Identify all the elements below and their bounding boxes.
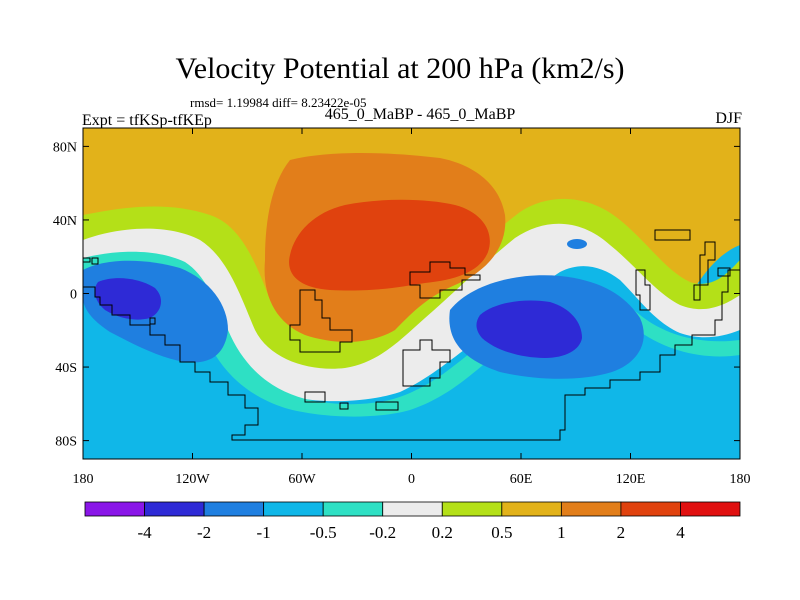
coastlines: [83, 229, 740, 441]
colorbar-label: -0.5: [310, 523, 337, 542]
colorbar-label: 4: [676, 523, 685, 542]
colorbar-label: 0.2: [432, 523, 453, 542]
latitude-axis: 80N 40N 0 40S 80S: [53, 140, 740, 450]
colorbar-label: -2: [197, 523, 211, 542]
colorbar-box: [441, 501, 503, 517]
lon-label: 60E: [510, 472, 533, 487]
lat-label: 40S: [55, 361, 77, 376]
lon-label: 120E: [616, 472, 646, 487]
colorbar-label: 2: [617, 523, 626, 542]
velocity-potential-field: [83, 128, 740, 459]
colorbar-label: 0.5: [491, 523, 512, 542]
colorbar-label: -0.2: [369, 523, 396, 542]
colorbar-label: 1: [557, 523, 566, 542]
colorbar-box: [680, 501, 741, 517]
colorbar-box: [382, 501, 443, 517]
colorbar-labels: -4 -2 -1 -0.5 -0.2 0.2 0.5 1 2 4: [137, 523, 685, 542]
stats-line: rmsd= 1.19984 diff= 8.23422e-05: [190, 95, 367, 110]
lon-label: 120W: [175, 472, 210, 487]
colorbar-label: -4: [137, 523, 152, 542]
lon-label: 180: [73, 472, 94, 487]
lat-label: 40N: [53, 214, 77, 229]
colorbar-box: [263, 501, 324, 517]
contour-negative-2: [94, 278, 162, 320]
center-subtitle: 465_0_MaBP - 465_0_MaBP: [324, 106, 516, 123]
contour-negative-4: [476, 300, 582, 358]
lat-label: 80N: [53, 140, 77, 155]
colorbar-box: [322, 501, 384, 517]
lon-label: 180: [730, 472, 751, 487]
lon-label: 60W: [288, 472, 316, 487]
lat-label: 80S: [55, 435, 77, 450]
season-label: DJF: [715, 110, 742, 127]
colorbar-box: [203, 501, 265, 517]
longitude-axis: 180 120W 60W 0 60E 120E 180: [73, 128, 751, 487]
contour-small-blob: [567, 239, 587, 249]
colorbar-box: [84, 501, 145, 517]
colorbar-boxes: [84, 501, 741, 517]
contour-neutral-band: [83, 223, 740, 402]
lat-label: 0: [70, 288, 77, 303]
lon-label: 0: [408, 472, 415, 487]
map-title: Velocity Potential at 200 hPa (km2/s): [175, 52, 625, 85]
colorbar-box: [144, 501, 205, 517]
colorbar-box: [501, 501, 562, 517]
colorbar-box: [620, 501, 681, 517]
colorbar-label: -1: [257, 523, 271, 542]
colorbar-box: [560, 501, 622, 517]
contour-positive-3: [289, 199, 490, 291]
left-subtitle: Expt = tfKSp-tfKEp: [82, 112, 212, 129]
